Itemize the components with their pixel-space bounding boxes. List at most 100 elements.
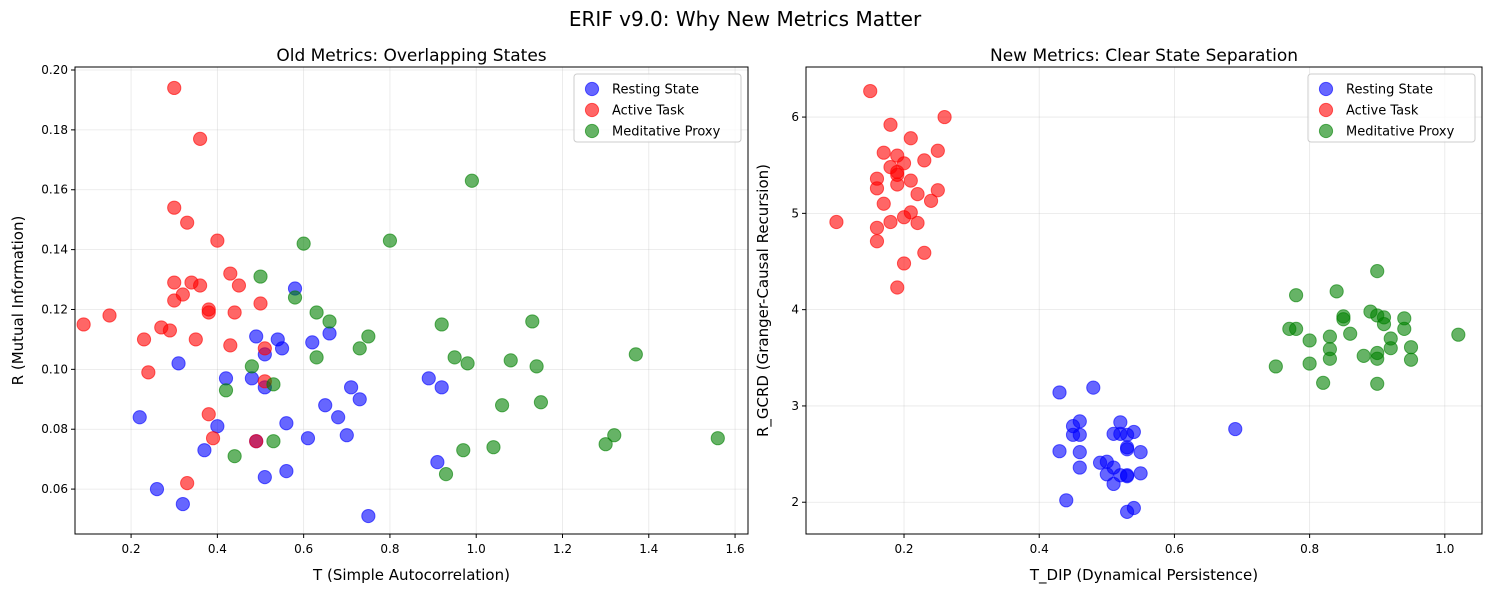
panel-1-point-s1-17 xyxy=(896,256,912,271)
panel-0-point-s0-1 xyxy=(149,481,165,497)
panel-1-xlabel: T_DIP (Dynamical Persistence) xyxy=(1029,566,1258,585)
panel-1-point-s1-18 xyxy=(896,156,912,171)
panel-0-x-tick-label-0: 0.2 xyxy=(122,542,141,556)
panel-1-point-s1-29 xyxy=(937,109,952,125)
panel-0-point-s2-8 xyxy=(309,305,324,320)
panel-0-point-s1-0 xyxy=(76,317,91,332)
panel-0-point-s2-6 xyxy=(287,290,303,305)
panel-0-legend-marker-0 xyxy=(584,81,600,97)
panel-1-point-s1-21 xyxy=(903,205,918,220)
panel-0-point-s2-29 xyxy=(710,431,725,446)
panel-1-point-s2-6 xyxy=(1316,375,1331,390)
scatter-panel-old-metrics: Old Metrics: Overlapping States T (Simpl… xyxy=(9,46,749,584)
panel-1-x-tick-label-3: 0.8 xyxy=(1300,542,1319,556)
panel-0-point-s1-7 xyxy=(167,200,182,215)
panel-0-point-s2-15 xyxy=(438,467,454,482)
panel-0-point-s0-26 xyxy=(361,508,376,524)
panel-0-legend-label-0: Resting State xyxy=(612,83,699,98)
panel-1-point-s2-18 xyxy=(1370,351,1385,366)
panel-0-y-tick-label-1: 0.08 xyxy=(41,422,68,436)
panel-0-points xyxy=(76,80,725,524)
panel-1-point-s1-22 xyxy=(910,215,925,231)
panel-1-point-s2-26 xyxy=(1397,321,1412,337)
panel-0-point-s2-11 xyxy=(352,341,367,356)
panel-0-point-s2-2 xyxy=(244,359,259,374)
panel-0-point-s1-21 xyxy=(210,233,225,248)
panel-1-point-s2-24 xyxy=(1383,341,1398,356)
panel-0-x-tick-label-6: 1.4 xyxy=(639,542,658,556)
panel-1-legend: Resting State Active Task Meditative Proxy xyxy=(1307,73,1476,143)
panel-1-y-tick-label-3: 5 xyxy=(791,206,799,220)
panel-0-point-s0-24 xyxy=(344,380,359,395)
panel-0-point-s0-4 xyxy=(197,443,212,458)
panel-1-legend-box xyxy=(1307,73,1476,143)
panel-1-point-s1-15 xyxy=(890,167,905,182)
panel-1-point-s0-6 xyxy=(1072,445,1087,460)
panel-0-point-s1-11 xyxy=(180,215,195,230)
panel-1-points xyxy=(829,83,1466,519)
panel-0-point-s1-14 xyxy=(188,332,203,347)
panel-0-point-s1-25 xyxy=(231,278,247,293)
panel-0-point-s2-17 xyxy=(456,443,471,458)
panel-1-point-s2-10 xyxy=(1329,284,1344,299)
panel-0-point-s1-2 xyxy=(136,332,152,347)
panel-0-point-s0-27 xyxy=(421,371,436,386)
panel-0-plot-area xyxy=(75,67,748,534)
panel-0-y-tick-label-4: 0.14 xyxy=(41,243,68,257)
panel-1-point-s2-20 xyxy=(1370,376,1385,391)
panel-0-point-s2-14 xyxy=(434,317,449,332)
panel-0-point-s1-19 xyxy=(201,407,216,422)
panel-0-y-tick-label-3: 0.12 xyxy=(41,302,68,316)
panel-0-point-s0-14 xyxy=(274,341,290,356)
panel-1-point-s0-9 xyxy=(1086,380,1101,395)
panel-0-point-s0-0 xyxy=(132,410,147,425)
panel-0-point-s0-29 xyxy=(434,380,449,395)
panel-1-point-s1-23 xyxy=(910,187,925,202)
panel-1-point-s1-24 xyxy=(917,153,932,168)
panel-1-ylabel: R_GCRD (Granger-Causal Recursion) xyxy=(754,164,773,437)
panel-0-point-s1-23 xyxy=(223,338,238,353)
panel-1-legend-label-2: Meditative Proxy xyxy=(1346,125,1455,140)
panel-0-point-s2-21 xyxy=(494,398,510,413)
panel-1-point-s2-13 xyxy=(1343,326,1358,341)
panel-1-point-s2-22 xyxy=(1376,310,1392,325)
panel-1-point-s1-28 xyxy=(930,183,945,198)
panel-0-point-s1-20 xyxy=(205,431,221,446)
panel-0-point-s2-20 xyxy=(486,440,501,455)
panel-1-point-s0-5 xyxy=(1072,427,1087,442)
panel-0-point-s1-27 xyxy=(253,296,268,311)
panel-1-x-tick-label-0: 0.2 xyxy=(894,542,913,556)
panel-0-ylabel: R (Mutual Information) xyxy=(9,216,27,386)
panel-0-point-s2-26 xyxy=(598,437,613,452)
panel-0-x-tick-label-2: 0.6 xyxy=(294,542,313,556)
panel-0-point-s2-9 xyxy=(309,350,324,365)
panel-1-point-s1-13 xyxy=(890,280,905,295)
figure-title: ERIF v9.0: Why New Metrics Matter xyxy=(569,7,922,31)
panel-1-point-s0-22 xyxy=(1120,468,1135,483)
panel-1-y-tick-label-1: 3 xyxy=(791,399,799,413)
panel-0-point-s2-22 xyxy=(503,353,518,368)
panel-1-point-s2-8 xyxy=(1322,342,1338,357)
panel-0-point-s0-23 xyxy=(339,428,354,443)
scatter-panel-new-metrics: New Metrics: Clear State Separation T_DI… xyxy=(754,46,1483,585)
panel-1-point-s1-8 xyxy=(883,117,898,132)
panel-1-point-s2-16 xyxy=(1370,264,1385,279)
panel-0-point-s2-4 xyxy=(266,377,281,392)
panel-0-point-s1-18 xyxy=(201,305,216,320)
panel-0-point-s0-28 xyxy=(430,455,445,470)
panel-0-point-s1-16 xyxy=(193,278,208,293)
panel-0-legend-marker-1 xyxy=(584,102,600,118)
panel-0-point-s0-7 xyxy=(244,371,259,386)
panel-0-point-s1-1 xyxy=(102,308,117,323)
panel-0-x-tick-label-4: 1.0 xyxy=(467,542,486,556)
panel-0-legend: Resting State Active Task Meditative Proxy xyxy=(573,73,742,143)
panel-0-point-s0-19 xyxy=(305,335,320,350)
panel-0-y-tick-label-0: 0.06 xyxy=(41,482,68,496)
panel-1-point-s2-5 xyxy=(1302,356,1317,371)
panel-0-point-s2-0 xyxy=(218,383,234,398)
panel-1-point-s1-25 xyxy=(917,245,932,260)
panel-0-point-s2-19 xyxy=(464,173,479,188)
panel-0-point-s2-12 xyxy=(361,329,376,344)
panel-1-point-s1-26 xyxy=(923,193,939,208)
